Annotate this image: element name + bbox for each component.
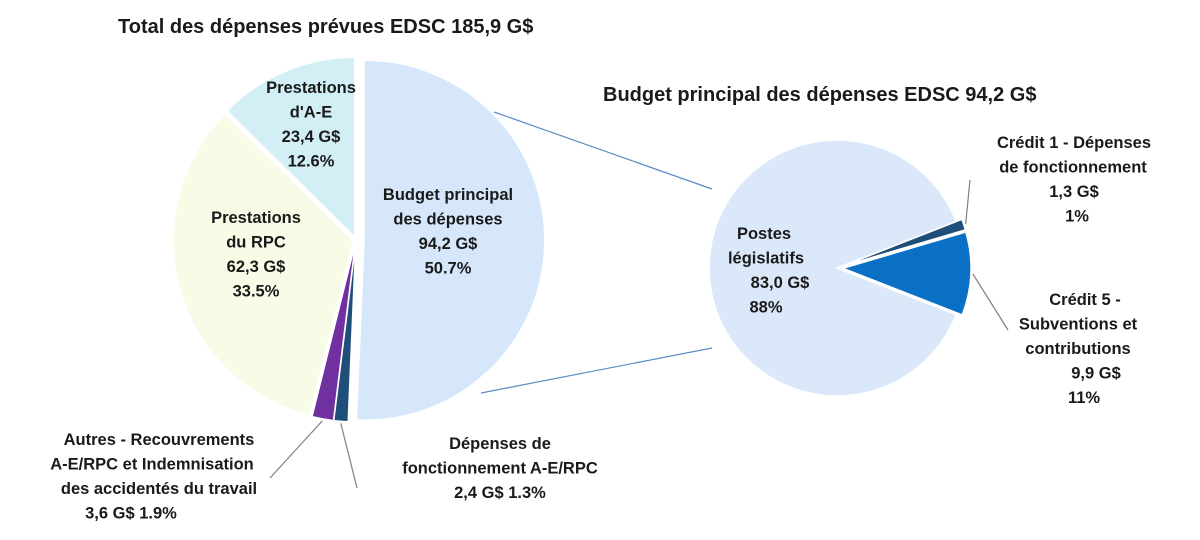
label-a-e-rpc-et-indemnisation: A-E/RPC et Indemnisation <box>50 456 254 474</box>
label-l-gislatifs: législatifs <box>728 250 804 268</box>
label-88: 88% <box>749 299 782 317</box>
label-prestations: Prestations <box>266 79 356 97</box>
label-cr-dit-5: Crédit 5 - <box>1049 291 1121 309</box>
label-de-fonctionnement: de fonctionnement <box>999 159 1147 177</box>
label-cr-dit-1-d-penses: Crédit 1 - Dépenses <box>997 134 1151 152</box>
leader-operating <box>340 423 358 489</box>
label-fonctionnement-a-e-rpc: fonctionnement A-E/RPC <box>402 460 598 478</box>
chart1-title: Total des dépenses prévues EDSC 185,9 G$ <box>118 16 533 38</box>
pie1-label-cpp: Prestations du RPC 62,3 G$ 33.5% <box>211 209 301 301</box>
label-du-rpc: du RPC <box>226 234 286 252</box>
label-50-7: 50.7% <box>425 260 472 278</box>
label-12-6: 12.6% <box>288 153 335 171</box>
pie1-label-budget: Budget principal des dépenses 94,2 G$ 50.7% <box>383 186 513 278</box>
pie1-label-other: Autres - Recouvrements A-E/RPC et Indemni… <box>50 431 257 523</box>
label-9-9-g: 9,9 G$ <box>1071 365 1121 383</box>
leader-other <box>269 420 323 479</box>
label-3-6-g-1-9: 3,6 G$ 1.9% <box>85 505 177 523</box>
pie1-slice-ei <box>225 56 356 239</box>
leader-vote1 <box>965 179 971 224</box>
pie2-slice-statutory <box>708 139 958 397</box>
pie1-label-ei: Prestations d'A-E 23,4 G$ 12.6% <box>266 79 356 171</box>
pie2-label-vote5: Crédit 5 - Subventions et contributions 9,9… <box>1019 291 1138 407</box>
label-1: 1% <box>1065 208 1089 226</box>
label-subventions-et: Subventions et <box>1019 316 1138 334</box>
label-33-5: 33.5% <box>233 283 280 301</box>
label-autres-recouvrements: Autres - Recouvrements <box>64 431 255 449</box>
label-94-2-g: 94,2 G$ <box>419 235 478 253</box>
pie2-label-vote1: Crédit 1 - Dépenses de fonctionnement 1,3 … <box>997 134 1151 226</box>
pie2-slice-vote5 <box>840 231 972 316</box>
pie1-label-operating: Dépenses de fonctionnement A-E/RPC 2,4 G$ … <box>402 435 598 502</box>
label-prestations: Prestations <box>211 209 301 227</box>
label-1-3-g: 1,3 G$ <box>1049 183 1099 201</box>
leader-vote5 <box>972 273 1009 331</box>
label-budget-principal: Budget principal <box>383 186 513 204</box>
pie1-slice-cpp <box>172 113 354 417</box>
label-postes: Postes <box>737 225 791 243</box>
chart2-title: Budget principal des dépenses EDSC 94,2 … <box>603 84 1036 106</box>
label-contributions: contributions <box>1025 340 1130 358</box>
label-62-3-g: 62,3 G$ <box>227 258 286 276</box>
label-d-a-e: d'A-E <box>290 104 332 122</box>
pie1-slice-budget <box>355 59 546 421</box>
label-11: 11% <box>1068 389 1100 407</box>
pie-connector-bottom <box>480 347 713 394</box>
label-d-penses-de: Dépenses de <box>449 435 551 453</box>
label-83-0-g: 83,0 G$ <box>751 274 810 292</box>
pie2-label-statutory: Postes législatifs 83,0 G$ 88% <box>728 225 809 317</box>
pie1-slice-other <box>311 241 357 422</box>
label-des-d-penses: des dépenses <box>393 211 502 229</box>
label-des-accident-s-du-travail: des accidentés du travail <box>61 480 257 498</box>
label-23-4-g: 23,4 G$ <box>282 128 341 146</box>
label-2-4-g-1-3: 2,4 G$ 1.3% <box>454 484 546 502</box>
pie-connector-top <box>493 111 713 190</box>
